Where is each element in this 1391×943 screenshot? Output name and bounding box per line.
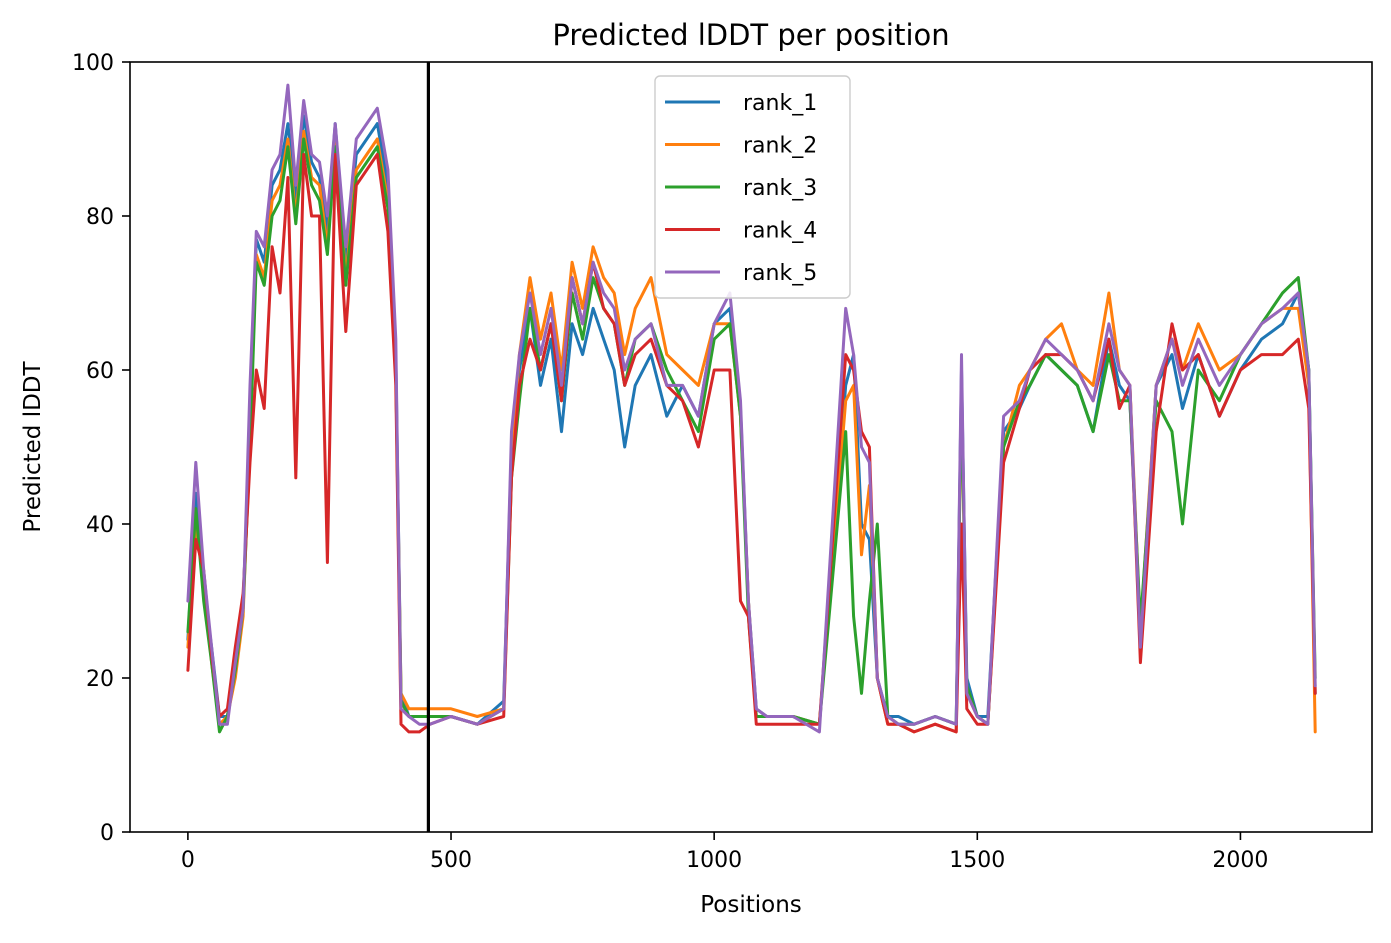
y-tick-label: 20	[86, 667, 114, 692]
x-tick-label: 2000	[1212, 848, 1268, 873]
chart-title: Predicted lDDT per position	[552, 18, 949, 52]
plot-frame	[129, 61, 1373, 833]
x-tick-label: 1000	[686, 848, 742, 873]
y-tick-label: 0	[100, 821, 114, 846]
y-axis-label: Predicted lDDT	[20, 360, 46, 532]
y-tick-label: 80	[86, 205, 114, 230]
legend-box	[654, 75, 851, 299]
series-line-rank-5	[186, 83, 1317, 734]
y-tick-label: 60	[86, 359, 114, 384]
x-tick-label: 500	[430, 848, 472, 873]
legend-label-rank-1: rank_1	[743, 91, 817, 116]
y-tick-label: 100	[72, 51, 114, 76]
x-tick-label: 1500	[949, 848, 1005, 873]
x-tick-label: 0	[181, 848, 195, 873]
legend-label-rank-4: rank_4	[743, 219, 817, 244]
x-axis-ticks: 0 500 1000 1500 2000	[181, 832, 1268, 873]
y-tick-label: 40	[86, 513, 114, 538]
legend-label-rank-2: rank_2	[743, 134, 817, 159]
x-axis-label: Positions	[700, 892, 802, 918]
y-axis-ticks: 0 20 40 60 80 100	[72, 51, 130, 846]
plot-lines	[186, 83, 1317, 734]
legend: rank_1 rank_2 rank_3 rank_4 rank_5	[654, 75, 851, 299]
series-line-rank-3	[186, 137, 1317, 734]
legend-label-rank-5: rank_5	[743, 261, 817, 286]
legend-label-rank-3: rank_3	[743, 176, 817, 201]
